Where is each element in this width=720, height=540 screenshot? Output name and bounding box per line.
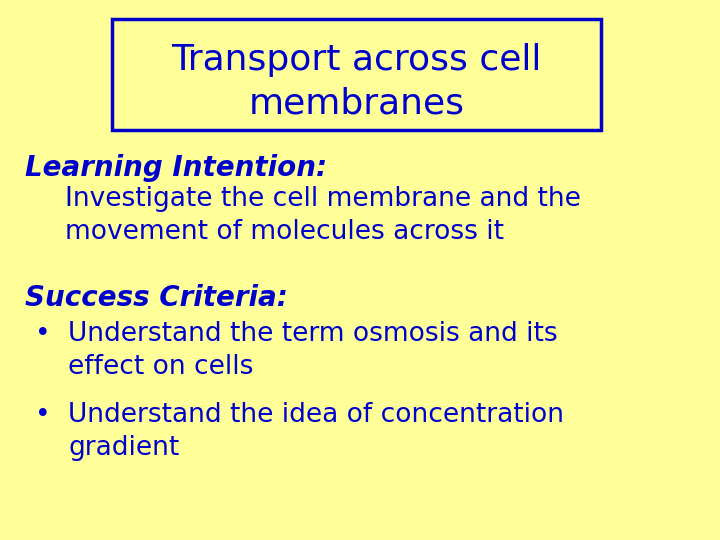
Text: Success Criteria:: Success Criteria: <box>25 284 288 312</box>
Text: membranes: membranes <box>248 87 464 120</box>
Text: •: • <box>35 402 50 428</box>
Text: Transport across cell: Transport across cell <box>171 44 541 77</box>
Text: Investigate the cell membrane and the
movement of molecules across it: Investigate the cell membrane and the mo… <box>65 186 580 245</box>
Text: Understand the term osmosis and its
effect on cells: Understand the term osmosis and its effe… <box>68 321 558 380</box>
Text: Learning Intention:: Learning Intention: <box>25 154 328 182</box>
Text: •: • <box>35 321 50 347</box>
Text: Understand the idea of concentration
gradient: Understand the idea of concentration gra… <box>68 402 564 461</box>
FancyBboxPatch shape <box>112 19 601 130</box>
